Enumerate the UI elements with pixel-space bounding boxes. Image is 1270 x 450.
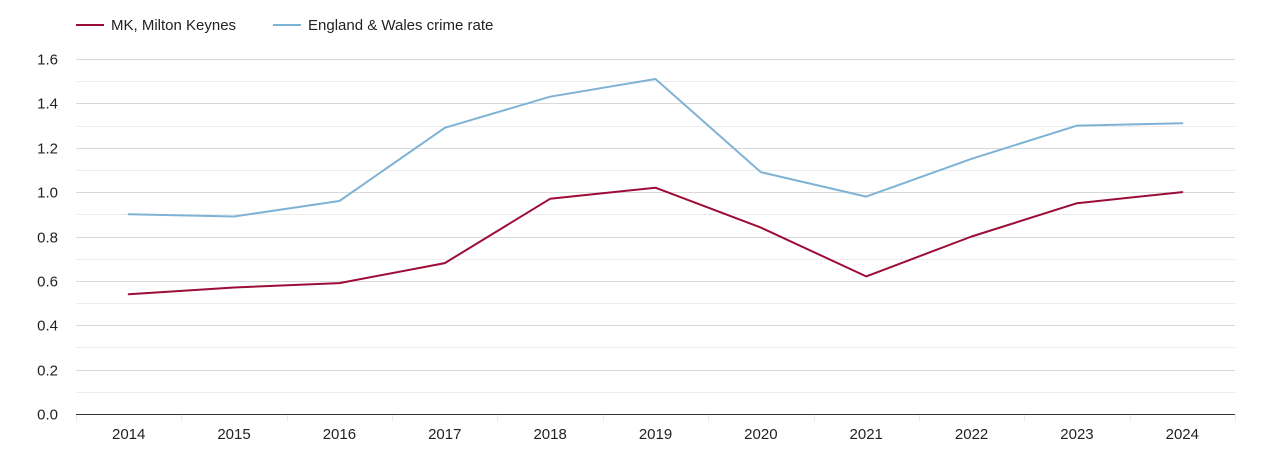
x-tick-label: 2016 <box>323 426 356 443</box>
x-tick-label: 2018 <box>533 426 566 443</box>
y-tick-label: 0.4 <box>37 318 58 335</box>
series-line-1 <box>127 78 1184 218</box>
y-tick-label: 0.2 <box>37 363 58 380</box>
y-axis-ticks: 0.0 0.2 0.4 0.6 0.8 1.0 1.2 1.4 1.6 <box>37 52 58 424</box>
x-tick-label: 2024 <box>1166 426 1199 443</box>
grid <box>76 59 1235 393</box>
y-tick-label: 1.6 <box>37 52 58 69</box>
x-tick-label: 2021 <box>850 426 883 443</box>
x-tick-label: 2019 <box>639 426 672 443</box>
y-tick-label: 0.8 <box>37 230 58 247</box>
legend-label-series-1: England & Wales crime rate <box>308 17 493 34</box>
x-tick-label: 2017 <box>428 426 461 443</box>
legend: MK, Milton Keynes England & Wales crime … <box>76 17 493 34</box>
y-tick-label: 1.4 <box>37 96 58 113</box>
y-tick-label: 0.6 <box>37 274 58 291</box>
y-tick-label: 1.2 <box>37 141 58 158</box>
x-tick-label: 2020 <box>744 426 777 443</box>
y-tick-label: 0.0 <box>37 407 58 424</box>
series-group <box>127 78 1184 296</box>
x-tick-label: 2023 <box>1060 426 1093 443</box>
x-tick-label: 2014 <box>112 426 145 443</box>
legend-label-series-0: MK, Milton Keynes <box>111 17 236 34</box>
x-axis-ticks: 2014 2015 2016 2017 2018 2019 2020 2021 2022 2023… <box>76 414 1236 443</box>
x-tick-label: 2015 <box>217 426 250 443</box>
series-line-0 <box>127 186 1184 296</box>
y-tick-label: 1.0 <box>37 185 58 202</box>
x-tick-label: 2022 <box>955 426 988 443</box>
